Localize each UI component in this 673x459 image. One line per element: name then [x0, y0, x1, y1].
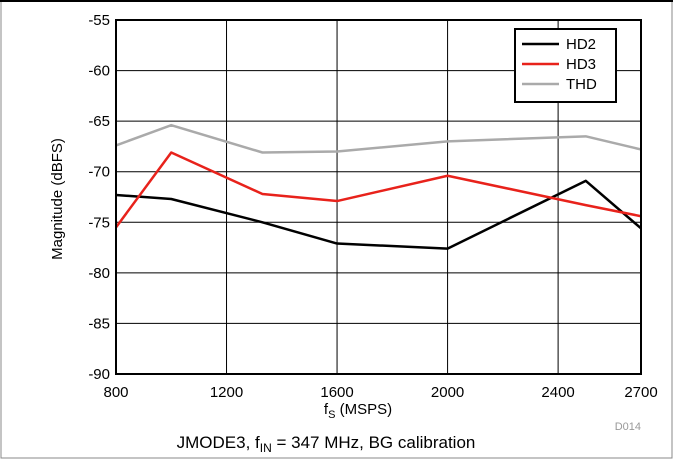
x-tick-labels: 800 1200 1600 2000 2400 2700	[103, 384, 657, 401]
legend: HD2 HD3 THD	[514, 28, 617, 103]
y-tick-label: -55	[88, 12, 110, 29]
y-tick-label: -60	[88, 63, 110, 80]
legend-label-hd3: HD3	[566, 56, 596, 73]
series-line-hd3	[114, 151, 642, 229]
legend-label-thd: THD	[566, 76, 597, 93]
plot-area	[115, 19, 642, 375]
x-tick-label: 2700	[624, 384, 657, 401]
y-axis-label: Magnitude (dBFS)	[49, 138, 66, 260]
series-line-hd2	[115, 179, 642, 250]
x-tick-label: 2400	[541, 384, 574, 401]
chart-caption: JMODE3, fIN = 347 MHz, BG calibration	[177, 433, 476, 455]
x-tick-label: 1600	[320, 384, 353, 401]
series-lines	[114, 123, 642, 250]
x-tick-label: 1200	[210, 384, 243, 401]
y-tick-label: -90	[88, 366, 110, 383]
y-tick-label: -65	[88, 113, 110, 130]
x-tick-label: 2000	[431, 384, 464, 401]
series-line-thd	[115, 123, 642, 154]
figure-id: D014	[615, 421, 641, 433]
y-tick-label: -70	[88, 164, 110, 181]
y-tick-label: -85	[88, 315, 110, 332]
x-tick-label: 800	[103, 384, 128, 401]
y-tick-label: -75	[88, 214, 110, 231]
legend-box	[514, 28, 617, 103]
y-tick-label: -80	[88, 265, 110, 282]
y-tick-labels: -90 -85 -80 -75 -70 -65 -60 -55	[88, 12, 110, 383]
legend-label-hd2: HD2	[566, 36, 596, 53]
top-rule	[0, 0, 673, 2]
x-axis-label: fS (MSPS)	[324, 401, 392, 421]
